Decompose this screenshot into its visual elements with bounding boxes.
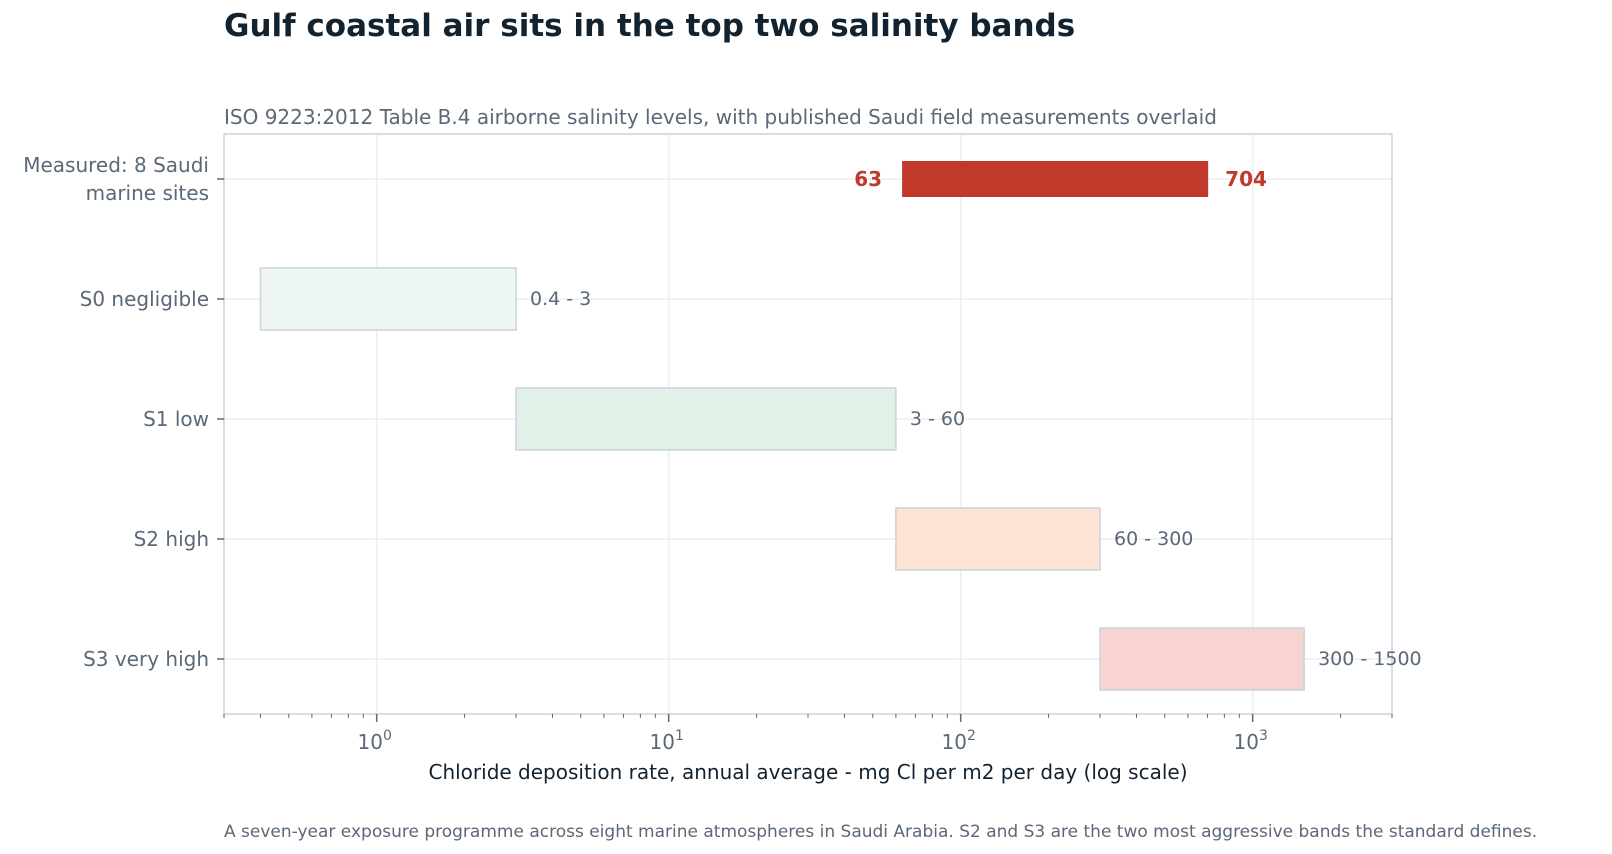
band-bar-s0 (259, 267, 517, 331)
x-tick-label-1: 101 (649, 728, 683, 754)
x-tick-label-0: 100 (357, 728, 391, 754)
labels-layer: 63 704 Measured: 8 Saudi marine sites 0.4 - … (23, 153, 1421, 784)
category-label-3: S2 high (134, 527, 209, 551)
band-bar-s1 (515, 387, 897, 451)
category-label-1: S0 negligible (80, 287, 209, 311)
band-range-label-s0: 0.4 - 3 (530, 288, 591, 310)
band-bar-s2 (895, 507, 1101, 571)
measured-low-label: 63 (854, 167, 882, 191)
x-tick-label-3: 103 (1233, 728, 1267, 754)
measured-high-label: 704 (1225, 167, 1267, 191)
chart-title: Gulf coastal air sits in the top two sal… (224, 8, 1076, 44)
band-range-label-s2: 60 - 300 (1114, 528, 1193, 550)
band-bar-s3 (1099, 627, 1305, 691)
range-chart: 63 704 Measured: 8 Saudi marine sites 0.4 - … (23, 133, 1422, 784)
bars-layer (259, 161, 1305, 691)
measured-range-bar (902, 161, 1209, 197)
category-label-4: S3 very high (83, 647, 209, 671)
category-label-0: Measured: 8 Saudi marine sites (23, 153, 209, 205)
band-range-label-s3: 300 - 1500 (1318, 648, 1422, 670)
x-axis-label: Chloride deposition rate, annual average… (428, 760, 1187, 784)
category-label-2: S1 low (143, 407, 209, 431)
axis-layer (217, 133, 1393, 722)
chart-subtitle: ISO 9223:2012 Table B.4 airborne salinit… (224, 105, 1217, 129)
chart-footnote: A seven-year exposure programme across e… (224, 822, 1538, 842)
band-range-label-s1: 3 - 60 (910, 408, 965, 430)
x-tick-label-2: 102 (941, 728, 975, 754)
